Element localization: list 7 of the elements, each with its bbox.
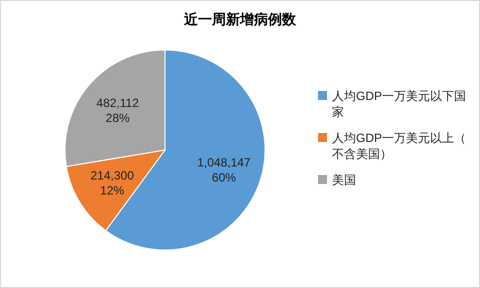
legend-label: 美国	[332, 173, 356, 187]
data-label: 1,048,147 60%	[197, 155, 251, 184]
data-label: 214,300 12%	[90, 168, 134, 198]
data-label: 482,112 28%	[96, 96, 140, 125]
legend-label: 人均GDP一万美元以下国家	[332, 89, 466, 119]
legend-label: 人均GDP一万美元以上（不含美国）	[332, 131, 466, 161]
chart-title: 近一周新增病例数	[183, 11, 297, 27]
